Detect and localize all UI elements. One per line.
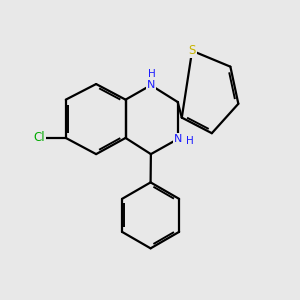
Text: H: H [148, 69, 156, 79]
Text: N: N [173, 134, 182, 144]
Text: Cl: Cl [34, 131, 45, 144]
Text: N: N [147, 80, 155, 90]
Text: S: S [188, 44, 196, 57]
Text: H: H [186, 136, 193, 146]
